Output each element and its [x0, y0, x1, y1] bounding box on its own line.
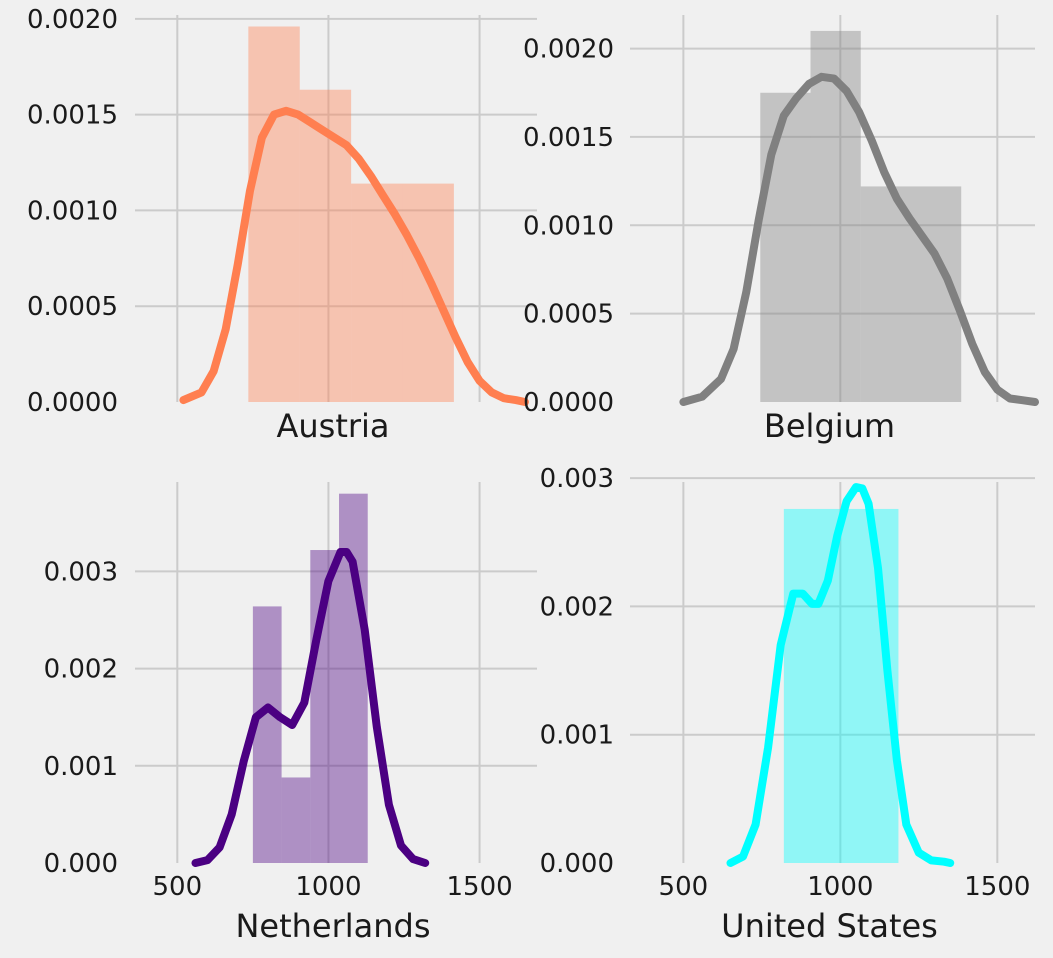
histogram-bar — [252, 606, 282, 863]
y-tick-label: 0.001 — [44, 752, 118, 782]
histogram-bar — [860, 186, 911, 402]
y-tick-label: 0.0010 — [27, 196, 118, 226]
y-tick-label: 0.0010 — [523, 211, 614, 241]
y-tick-label: 0.0020 — [523, 35, 614, 65]
y-tick-label: 0.000 — [44, 849, 118, 879]
y-tick-label: 0.002 — [540, 592, 614, 622]
subplot-belgium: 0.0000 0.0005 0.0010 0.0015 0.0020 Belgium — [523, 15, 1039, 445]
y-tick-label: 0.003 — [540, 464, 614, 494]
x-tick-label: 1000 — [807, 872, 873, 902]
x-axis-label: United States — [721, 907, 938, 945]
kde-line — [679, 72, 1039, 406]
x-tick-label: 1500 — [964, 872, 1030, 902]
y-tick-label: 0.0015 — [523, 123, 614, 153]
histogram-bar — [760, 92, 811, 403]
y-tick-label: 0.001 — [540, 721, 614, 751]
y-tick-label: 0.0000 — [27, 388, 118, 418]
x-axis-label: Netherlands — [235, 907, 430, 945]
y-tick-label: 0.000 — [540, 849, 614, 879]
y-tick-label: 0.0005 — [523, 300, 614, 330]
x-axis-label: Belgium — [764, 407, 895, 445]
histogram-bar — [402, 183, 454, 402]
subplot-netherlands: 0.000 0.001 0.002 0.003 500 1000 1500 Netherlan… — [44, 482, 537, 945]
x-tick-label: 1500 — [446, 872, 512, 902]
y-tick-label: 0.0015 — [27, 101, 118, 131]
subplot-united-states: 0.000 0.001 0.002 0.003 500 1000 1500 United St… — [540, 464, 1035, 945]
x-axis-label: Austria — [276, 407, 389, 445]
y-tick-label: 0.002 — [44, 655, 118, 685]
histogram-bar — [783, 508, 899, 863]
histogram-bar — [281, 777, 311, 863]
histogram-bar — [248, 26, 300, 402]
kde-line — [726, 483, 955, 867]
x-tick-label: 500 — [659, 872, 709, 902]
y-tick-label: 0.0000 — [523, 388, 614, 418]
subplot-austria: 0.0000 0.0005 0.0010 0.0015 0.0020 Austria — [27, 5, 537, 445]
x-tick-label: 500 — [152, 872, 202, 902]
kde-line — [179, 106, 529, 406]
kde-line — [191, 548, 430, 867]
x-tick-label: 1000 — [295, 872, 361, 902]
y-tick-label: 0.0005 — [27, 292, 118, 322]
y-tick-label: 0.0020 — [27, 5, 118, 35]
histogram-bar — [810, 30, 861, 402]
y-tick-label: 0.003 — [44, 557, 118, 587]
